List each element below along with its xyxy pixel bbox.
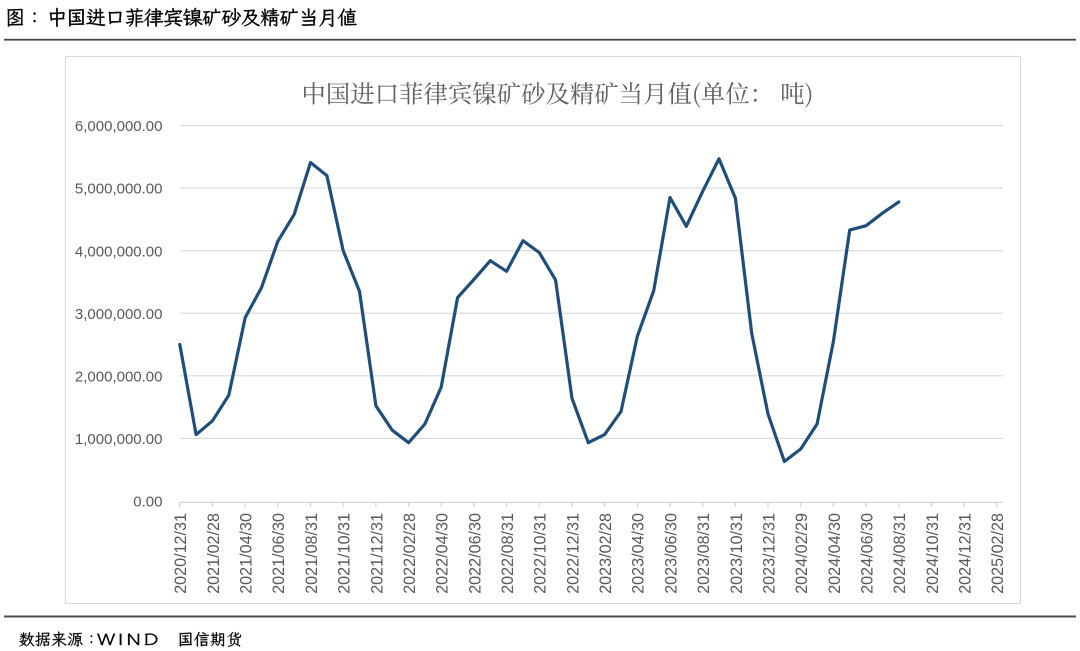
- svg-text:2023/10/31: 2023/10/31: [728, 513, 746, 594]
- svg-text:2024/04/30: 2024/04/30: [826, 513, 844, 594]
- svg-text:2023/08/31: 2023/08/31: [695, 513, 713, 594]
- svg-text:2023/04/30: 2023/04/30: [630, 513, 648, 594]
- svg-text:2023/06/30: 2023/06/30: [662, 513, 680, 594]
- svg-text:2021/06/30: 2021/06/30: [270, 513, 288, 594]
- svg-text:2021/04/30: 2021/04/30: [238, 513, 256, 594]
- svg-text:2,000,000.00: 2,000,000.00: [75, 368, 163, 385]
- svg-text:2022/10/31: 2022/10/31: [532, 513, 550, 594]
- svg-text:2025/02/28: 2025/02/28: [989, 513, 1007, 594]
- svg-text:2024/08/31: 2024/08/31: [891, 513, 909, 594]
- svg-text:2022/12/31: 2022/12/31: [564, 513, 582, 594]
- svg-text:2024/10/31: 2024/10/31: [924, 513, 942, 594]
- svg-text:2021/02/28: 2021/02/28: [205, 513, 223, 594]
- svg-text:2023/12/31: 2023/12/31: [760, 513, 778, 594]
- svg-text:6,000,000.00: 6,000,000.00: [75, 118, 163, 135]
- svg-text:2022/08/31: 2022/08/31: [499, 513, 517, 594]
- svg-text:2020/12/31: 2020/12/31: [172, 513, 190, 594]
- svg-text:0.00: 0.00: [133, 494, 162, 511]
- svg-text:2022/04/30: 2022/04/30: [434, 513, 452, 594]
- svg-text:2021/08/31: 2021/08/31: [303, 513, 321, 594]
- svg-text:5,000,000.00: 5,000,000.00: [75, 181, 163, 198]
- svg-text:2022/06/30: 2022/06/30: [466, 513, 484, 594]
- svg-text:4,000,000.00: 4,000,000.00: [75, 243, 163, 260]
- svg-text:2021/10/31: 2021/10/31: [336, 513, 354, 594]
- svg-text:2024/06/30: 2024/06/30: [859, 513, 877, 594]
- svg-text:1,000,000.00: 1,000,000.00: [75, 431, 163, 448]
- svg-text:2024/02/29: 2024/02/29: [793, 513, 811, 594]
- svg-text:3,000,000.00: 3,000,000.00: [75, 306, 163, 323]
- svg-text:2023/02/28: 2023/02/28: [597, 513, 615, 594]
- svg-text:2024/12/31: 2024/12/31: [957, 513, 975, 594]
- svg-text:2021/12/31: 2021/12/31: [368, 513, 386, 594]
- svg-text:2022/02/28: 2022/02/28: [401, 513, 419, 594]
